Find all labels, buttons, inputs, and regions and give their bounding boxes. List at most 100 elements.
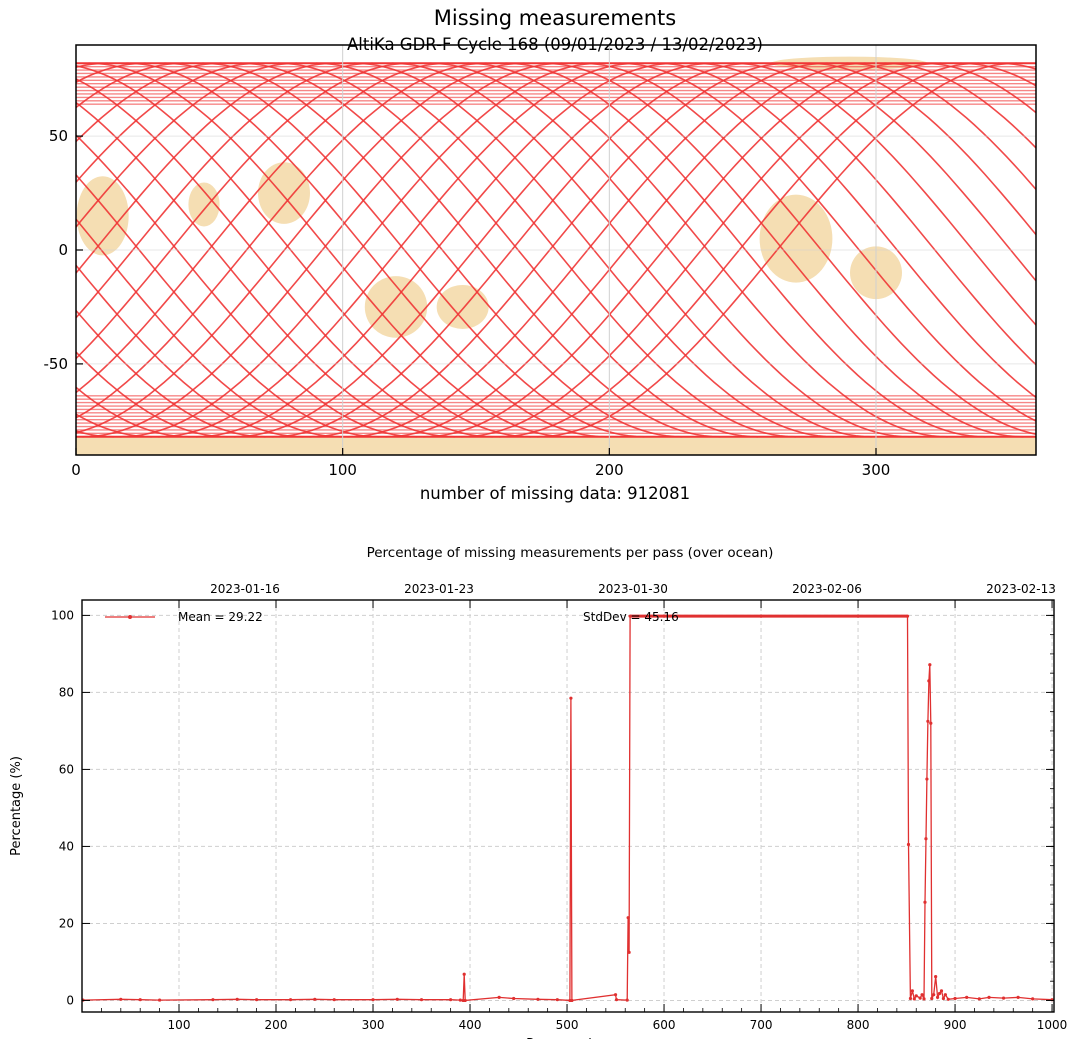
percentage-point xyxy=(419,998,424,1002)
percentage-point xyxy=(555,998,559,1002)
percentage-point xyxy=(928,663,932,667)
percentage-point xyxy=(1031,997,1035,1001)
map-title: Missing measurements xyxy=(433,6,677,30)
percentage-point xyxy=(925,777,929,781)
date-tick-label: 2023-02-13 xyxy=(986,582,1056,596)
ground-track-12 xyxy=(76,264,304,438)
percentage-point xyxy=(463,998,467,1003)
ground-track-66 xyxy=(846,62,1036,191)
legend-stddev-label: StdDev = 45.16 xyxy=(583,610,679,624)
line-ytick-label: 60 xyxy=(59,762,74,776)
land-area xyxy=(258,162,310,224)
percentage-point xyxy=(458,998,462,1002)
ground-track-31 xyxy=(76,62,184,109)
land-antarctica xyxy=(76,436,1036,455)
percentage-chart-title: Percentage of missing measurements per p… xyxy=(366,545,774,561)
percentage-point xyxy=(158,998,162,1002)
percentage-point xyxy=(395,997,399,1001)
ground-track-23 xyxy=(0,63,32,437)
line-xtick-label: 900 xyxy=(944,1018,967,1032)
line-ytick-label: 40 xyxy=(59,839,74,853)
date-tick-label: 2023-01-23 xyxy=(404,582,474,596)
percentage-point xyxy=(935,995,940,999)
ground-track-35 xyxy=(76,62,260,184)
ground-track-64 xyxy=(808,62,1036,236)
percentage-point xyxy=(943,993,947,997)
percentage-point xyxy=(910,989,914,993)
percentage-point xyxy=(941,996,946,1001)
percentage-point xyxy=(932,993,936,997)
percentage-point xyxy=(908,996,913,1001)
percentage-point xyxy=(613,993,618,997)
line-xtick-label: 800 xyxy=(847,1018,870,1032)
percentage-point xyxy=(939,989,944,993)
percentage-point xyxy=(119,997,123,1001)
line-xtick-label: 200 xyxy=(265,1018,288,1032)
percentage-point xyxy=(497,995,501,999)
percentage-point xyxy=(138,998,142,1002)
map-xtick-label: 300 xyxy=(862,461,891,479)
legend-marker xyxy=(128,615,132,619)
line-xlabel: Pass number xyxy=(526,1037,610,1039)
ground-track-8 xyxy=(76,350,228,438)
percentage-point xyxy=(371,998,375,1002)
legend-mean-label: Mean = 29.22 xyxy=(178,610,263,624)
percentage-point xyxy=(512,996,516,1001)
ground-track-6 xyxy=(76,386,190,438)
percentage-point xyxy=(927,679,931,683)
percentage-point xyxy=(930,996,934,1001)
percentage-point xyxy=(953,996,957,1001)
percentage-point xyxy=(965,995,969,999)
map-xtick-label: 100 xyxy=(328,461,357,479)
percentage-point xyxy=(920,993,924,997)
line-xtick-label: 500 xyxy=(556,1018,579,1032)
map-plot-area xyxy=(0,45,1036,455)
percentage-point xyxy=(569,696,573,700)
line-xtick-label: 1000 xyxy=(1037,1018,1068,1032)
percentage-series-line xyxy=(82,615,1053,1002)
percentage-point xyxy=(923,900,927,904)
line-ytick-label: 0 xyxy=(66,993,74,1007)
percentage-point xyxy=(313,997,317,1001)
line-ylabel: Percentage (%) xyxy=(9,756,24,856)
percentage-point xyxy=(288,998,293,1002)
percentage-point xyxy=(987,995,991,999)
percentage-point xyxy=(926,719,930,723)
missing-count-label: number of missing data: 912081 xyxy=(419,484,691,503)
percentage-point xyxy=(626,916,630,920)
percentage-point xyxy=(1016,995,1020,999)
line-ytick-label: 80 xyxy=(59,685,74,699)
percentage-point xyxy=(627,950,631,954)
percentage-point xyxy=(937,991,942,996)
line-xtick-label: 300 xyxy=(362,1018,385,1032)
percentage-point xyxy=(906,842,911,847)
land-area xyxy=(364,276,428,338)
map-ytick-label: 50 xyxy=(49,127,68,145)
percentage-point xyxy=(914,994,918,998)
ground-track-37 xyxy=(76,62,298,229)
line-xtick-label: 100 xyxy=(168,1018,191,1032)
map-xtick-label: 200 xyxy=(595,461,624,479)
percentage-point xyxy=(929,721,933,725)
line-ytick-label: 20 xyxy=(59,916,74,930)
percentage-point xyxy=(211,998,215,1002)
percentage-point xyxy=(625,998,629,1002)
ground-track-33 xyxy=(76,62,222,143)
percentage-point xyxy=(570,998,574,1003)
percentage-point xyxy=(332,998,336,1002)
line-xtick-label: 600 xyxy=(653,1018,676,1032)
date-tick-label: 2023-01-30 xyxy=(598,582,668,596)
land-area xyxy=(188,182,220,227)
percentage-point xyxy=(449,998,453,1002)
ground-track-10 xyxy=(76,309,266,438)
line-ytick-label: 100 xyxy=(51,608,74,622)
percentage-point xyxy=(462,972,466,976)
line-xtick-label: 700 xyxy=(750,1018,773,1032)
percentage-point xyxy=(912,997,916,1001)
percentage-point xyxy=(946,997,950,1001)
map-ytick-label: -50 xyxy=(44,355,69,373)
line-xtick-label: 400 xyxy=(459,1018,482,1032)
percentage-point xyxy=(922,997,926,1001)
percentage-point xyxy=(977,997,981,1001)
percentage-point xyxy=(924,837,928,841)
